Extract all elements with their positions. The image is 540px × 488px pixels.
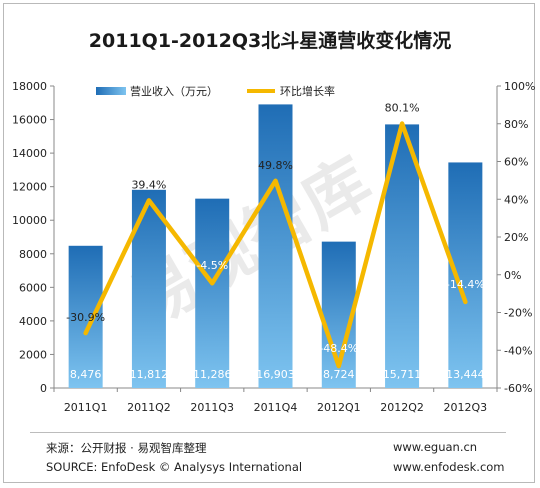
bar-value-label: 11,286 (193, 368, 232, 381)
y-right-tick-label: -20% (504, 307, 532, 320)
y-right-tick-label: 100% (504, 80, 535, 93)
bar-value-label: 13,444 (446, 368, 485, 381)
line-value-label: -48.4% (319, 342, 358, 355)
legend-bar-label: 营业收入（万元） (130, 84, 218, 98)
y-right-tick-label: 0% (504, 269, 521, 282)
y-right-tick-label: 40% (504, 193, 528, 206)
legend-bar-swatch (96, 87, 126, 95)
y-right-tick-label: 80% (504, 118, 528, 131)
bar-value-label: 16,903 (256, 368, 295, 381)
footer-source-en: SOURCE: EnfoDesk © Analysys Internationa… (46, 460, 303, 474)
x-tick-label: 2012Q3 (444, 401, 488, 414)
footer-divider (30, 432, 506, 433)
bar (68, 245, 103, 388)
x-tick-label: 2011Q4 (254, 401, 298, 414)
y-left-tick-label: 6000 (19, 281, 47, 294)
y-left-tick-label: 12000 (12, 181, 47, 194)
line-value-label: 39.4% (131, 178, 166, 191)
y-right-tick-label: -60% (504, 382, 532, 395)
x-tick-label: 2011Q1 (64, 401, 108, 414)
bar-value-label: 8,476 (70, 368, 102, 381)
y-right-tick-label: 20% (504, 231, 528, 244)
line-value-label: -30.9% (66, 311, 105, 324)
x-tick-label: 2011Q2 (127, 401, 171, 414)
y-left-tick-label: 2000 (19, 348, 47, 361)
bar (258, 104, 293, 389)
growth-rate-line (83, 121, 468, 369)
y-left-tick-label: 14000 (12, 147, 47, 160)
y-left-tick-label: 16000 (12, 114, 47, 127)
chart-title: 2011Q1-2012Q3北斗星通营收变化情况 (88, 30, 452, 52)
line-value-label: -14.4% (446, 278, 485, 291)
legend-line-label: 环比增长率 (280, 84, 335, 98)
line-value-label: 49.8% (258, 159, 293, 172)
y-left-tick-label: 8000 (19, 248, 47, 261)
y-right-tick-label: 60% (504, 156, 528, 169)
bar-value-label: 8,724 (323, 368, 355, 381)
y-left-tick-label: 18000 (12, 80, 47, 93)
bar-value-label: 11,812 (130, 368, 169, 381)
x-tick-label: 2012Q1 (317, 401, 361, 414)
bar (195, 198, 230, 388)
bar (448, 162, 483, 388)
y-right-tick-label: -40% (504, 344, 532, 357)
footer-site-enfodesk: www.enfodesk.com (393, 460, 505, 474)
y-left-tick-label: 4000 (19, 315, 47, 328)
footer-site-eguan: www.eguan.cn (393, 440, 478, 454)
x-tick-label: 2011Q3 (190, 401, 234, 414)
line-value-label: 80.1% (385, 102, 420, 115)
x-tick-label: 2012Q2 (380, 401, 424, 414)
y-left-tick-label: 0 (40, 382, 47, 395)
footer-source-cn: 来源：公开财报 · 易观智库整理 (46, 441, 207, 455)
y-left-tick-label: 10000 (12, 214, 47, 227)
line-value-label: -4.5% (196, 259, 228, 272)
bar-value-label: 15,711 (383, 368, 422, 381)
